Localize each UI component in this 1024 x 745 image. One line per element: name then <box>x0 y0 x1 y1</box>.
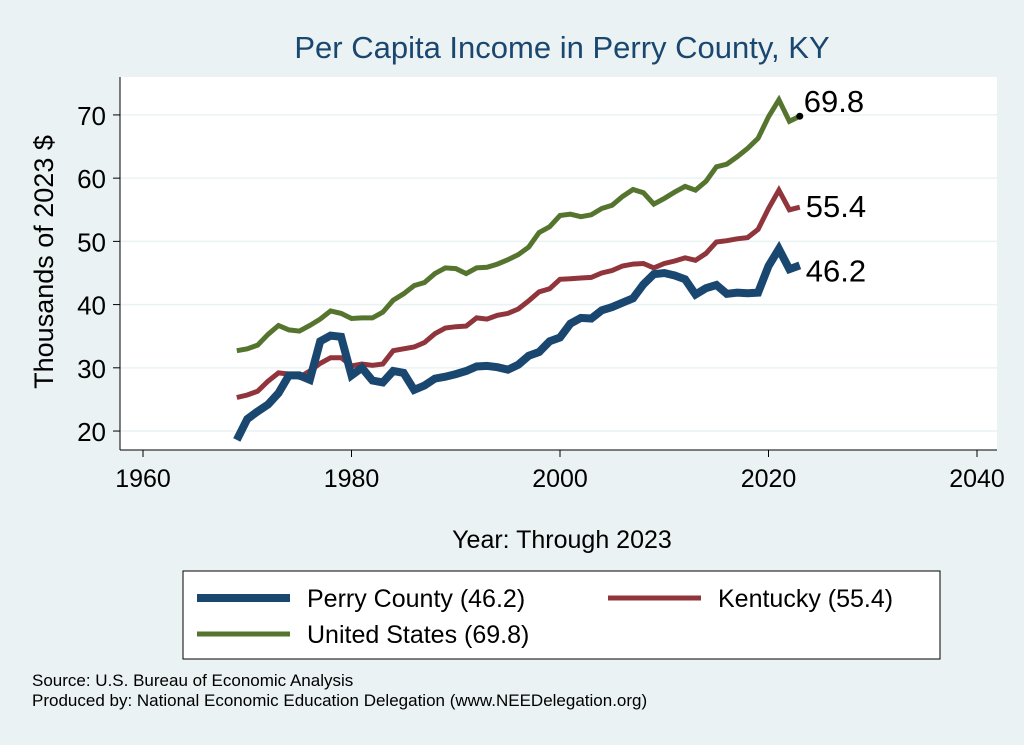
plot-area <box>120 77 997 450</box>
series-line-united-states <box>236 94 801 354</box>
x-tick-label-2020: 2020 <box>741 465 797 493</box>
y-tick-label-40: 40 <box>77 291 106 321</box>
x-axis-label: Year: Through 2023 <box>452 526 672 554</box>
axes: 20 30 40 50 60 70 1960 1980 2000 2020 2040 <box>77 77 1005 493</box>
legend-box <box>182 570 941 660</box>
x-tick-label-2000: 2000 <box>532 465 588 493</box>
end-label-united-states: 69.8 <box>804 84 864 119</box>
chart-title: Per Capita Income in Perry County, KY <box>294 30 829 65</box>
end-point-united-states <box>796 112 804 120</box>
x-tick-label-1980: 1980 <box>324 465 380 493</box>
end-label-perry-county: 46.2 <box>806 253 866 288</box>
series-layer <box>233 94 802 442</box>
end-labels: 46.2 55.4 69.8 <box>796 84 866 288</box>
series-line-kentucky <box>236 185 801 400</box>
source-note: Source: U.S. Bureau of Economic Analysis <box>32 671 354 690</box>
producer-note: Produced by: National Economic Education… <box>32 691 648 710</box>
legend-label-united-states: United States (69.8) <box>307 621 529 649</box>
legend-label-perry-county: Perry County (46.2) <box>307 585 525 613</box>
y-axis-label: Thousands of 2023 $ <box>29 135 59 389</box>
y-tick-label-50: 50 <box>77 227 106 257</box>
y-tick-label-20: 20 <box>77 417 106 447</box>
legend-label-kentucky: Kentucky (55.4) <box>718 585 893 613</box>
end-label-kentucky: 55.4 <box>806 189 866 224</box>
grid-lines <box>120 114 997 432</box>
y-tick-label-70: 70 <box>77 101 106 131</box>
x-tick-label-2040: 2040 <box>949 465 1005 493</box>
y-tick-label-30: 30 <box>77 354 106 384</box>
legend: Perry County (46.2) Kentucky (55.4) United… <box>197 585 893 649</box>
y-tick-label-60: 60 <box>77 164 106 194</box>
series-line-perry-county <box>233 240 802 442</box>
x-tick-label-1960: 1960 <box>115 465 171 493</box>
